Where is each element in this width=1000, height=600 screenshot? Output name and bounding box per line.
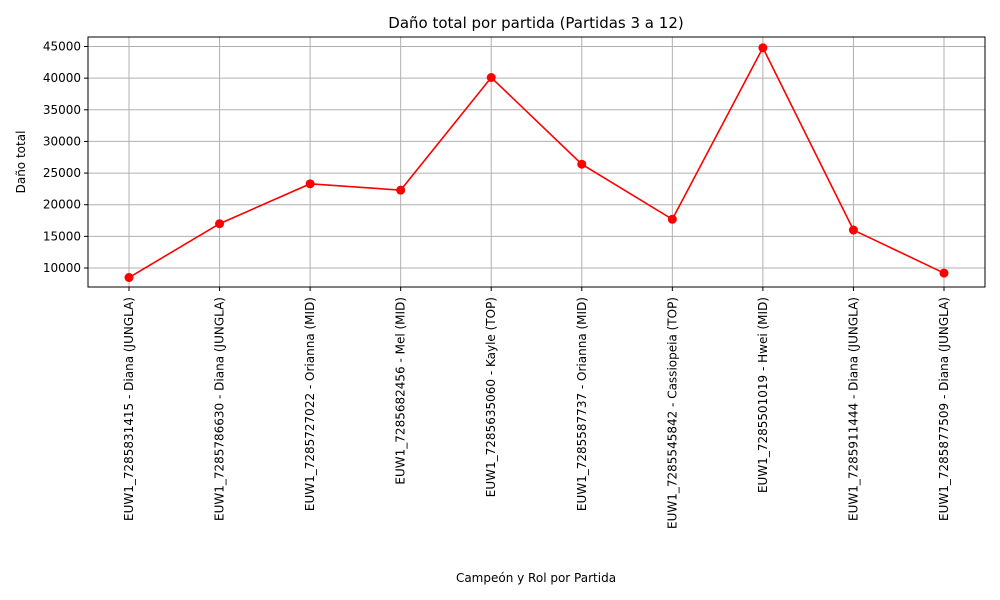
x-tick-label: EUW1_7285727022 - Orianna (MID) [303, 297, 317, 511]
x-tick-label: EUW1_7285501019 - Hwei (MID) [756, 297, 770, 493]
y-tick-label: 35000 [43, 103, 81, 117]
y-tick-label: 20000 [43, 198, 81, 212]
data-point [939, 268, 949, 278]
x-tick-layer: EUW1_7285831415 - Diana (JUNGLA) EUW1_728… [122, 287, 951, 529]
series-layer [124, 43, 949, 283]
grid-layer [88, 37, 985, 287]
data-point [758, 43, 768, 53]
plot-frame [87, 36, 986, 288]
x-tick-label: EUW1_7285786630 - Diana (JUNGLA) [213, 297, 227, 521]
data-point [667, 214, 677, 224]
y-tick-label: 30000 [43, 134, 81, 148]
series-line [128, 46, 945, 279]
x-tick-label: EUW1_7285545842 - Cassiopeia (TOP) [665, 297, 679, 529]
x-tick-label: EUW1_7285587737 - Orianna (MID) [575, 297, 589, 511]
x-tick-label: EUW1_7285911444 - Diana (JUNGLA) [846, 297, 860, 521]
y-tick-label: 15000 [43, 229, 81, 243]
x-axis-label: Campeón y Rol por Partida [456, 571, 616, 585]
y-tick-layer: 10000 15000 20000 25000 30000 35000 40000 45000 [43, 39, 88, 275]
x-tick-label: EUW1_7285877509 - Diana (JUNGLA) [937, 297, 951, 521]
x-tick-label: EUW1_7285831415 - Diana (JUNGLA) [122, 297, 136, 521]
x-tick-label: EUW1_7285635060 - Kayle (TOP) [484, 297, 498, 497]
y-axis-label: Daño total [14, 131, 28, 194]
chart-title: Daño total por partida (Partidas 3 a 12) [388, 14, 683, 32]
y-tick-label: 45000 [43, 39, 81, 53]
y-tick-label: 10000 [43, 261, 81, 275]
data-point [577, 159, 587, 169]
data-point [215, 219, 225, 229]
data-point [848, 225, 858, 235]
y-tick-label: 40000 [43, 71, 81, 85]
data-point [305, 179, 315, 189]
data-point [124, 273, 134, 283]
x-tick-label: EUW1_7285682456 - Mel (MID) [394, 297, 408, 485]
data-point [396, 185, 406, 195]
data-point [486, 73, 496, 83]
y-tick-label: 25000 [43, 166, 81, 180]
